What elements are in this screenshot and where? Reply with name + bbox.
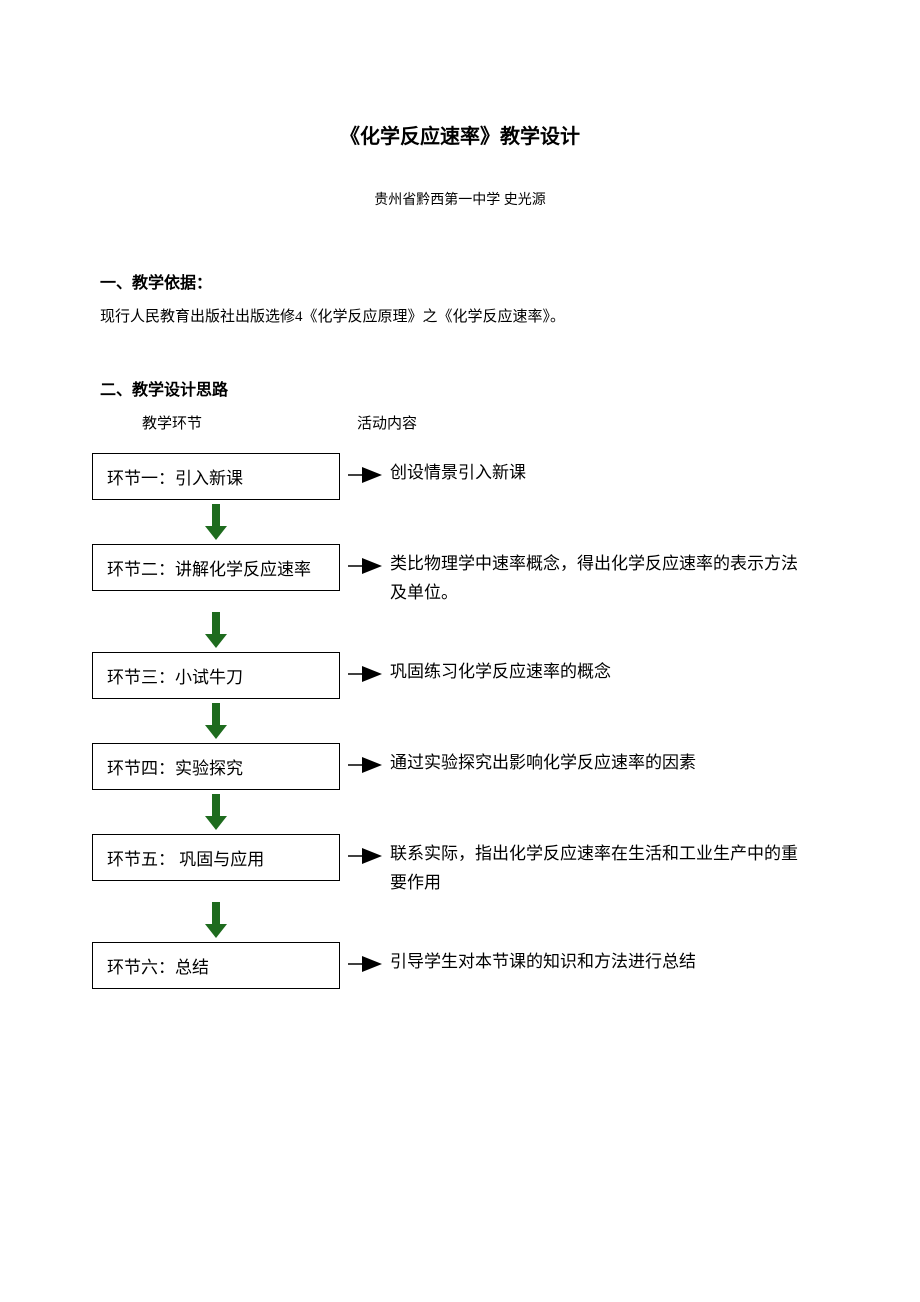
document-author: 贵州省黔西第一中学 史光源 xyxy=(80,189,840,209)
flow-arrow-right xyxy=(348,556,382,576)
section2-heading: 二、教学设计思路 xyxy=(100,376,840,400)
flow-arrow-right xyxy=(348,755,382,775)
down-arrow-icon xyxy=(203,703,229,739)
flow-row: 环节六：总结 引导学生对本节课的知识和方法进行总结 xyxy=(92,942,840,989)
header-left: 教学环节 xyxy=(142,412,202,433)
flow-row: 环节二：讲解化学反应速率 类比物理学中速率概念，得出化学反应速率的表示方法及单位… xyxy=(92,544,840,608)
right-arrow-icon xyxy=(348,954,382,974)
flow-down-arrow xyxy=(92,699,340,743)
flow-node-desc: 通过实验探究出影响化学反应速率的因素 xyxy=(390,743,696,778)
flow-arrow-right xyxy=(348,465,382,485)
flow-node-box: 环节五： 巩固与应用 xyxy=(92,834,340,881)
header-right: 活动内容 xyxy=(357,412,417,433)
flow-node-box: 环节六：总结 xyxy=(92,942,340,989)
flow-down-arrow xyxy=(92,898,340,942)
down-arrow-icon xyxy=(203,794,229,830)
flow-down-arrow xyxy=(92,608,340,652)
section1-body: 现行人民教育出版社出版选修4《化学反应原理》之《化学反应速率》。 xyxy=(100,305,840,326)
flow-row: 环节一：引入新课 创设情景引入新课 xyxy=(92,453,840,500)
down-arrow-icon xyxy=(203,504,229,540)
right-arrow-icon xyxy=(348,465,382,485)
flow-row: 环节五： 巩固与应用 联系实际，指出化学反应速率在生活和工业生产中的重要作用 xyxy=(92,834,840,898)
flow-node-desc: 类比物理学中速率概念，得出化学反应速率的表示方法及单位。 xyxy=(390,544,810,608)
flow-down-arrow xyxy=(92,500,340,544)
flow-node-desc: 巩固练习化学反应速率的概念 xyxy=(390,652,611,687)
flow-node-desc: 联系实际，指出化学反应速率在生活和工业生产中的重要作用 xyxy=(390,834,810,898)
flowchart-headers: 教学环节 活动内容 xyxy=(80,412,840,433)
flow-down-arrow xyxy=(92,790,340,834)
flow-arrow-right xyxy=(348,846,382,866)
flow-node-desc: 创设情景引入新课 xyxy=(390,453,526,488)
right-arrow-icon xyxy=(348,664,382,684)
flow-arrow-right xyxy=(348,664,382,684)
flow-arrow-right xyxy=(348,954,382,974)
right-arrow-icon xyxy=(348,846,382,866)
flow-row: 环节四：实验探究 通过实验探究出影响化学反应速率的因素 xyxy=(92,743,840,790)
document-title: 《化学反应速率》教学设计 xyxy=(80,120,840,149)
down-arrow-icon xyxy=(203,902,229,938)
flow-row: 环节三：小试牛刀 巩固练习化学反应速率的概念 xyxy=(92,652,840,699)
flow-node-box: 环节二：讲解化学反应速率 xyxy=(92,544,340,591)
flow-node-box: 环节三：小试牛刀 xyxy=(92,652,340,699)
right-arrow-icon xyxy=(348,556,382,576)
flowchart-container: 环节一：引入新课 创设情景引入新课 环节二：讲解化学反应速率 类比物理学中速率概… xyxy=(92,453,840,989)
right-arrow-icon xyxy=(348,755,382,775)
flow-node-box: 环节四：实验探究 xyxy=(92,743,340,790)
flow-node-box: 环节一：引入新课 xyxy=(92,453,340,500)
section1-heading: 一、教学依据： xyxy=(100,269,840,293)
down-arrow-icon xyxy=(203,612,229,648)
flow-node-desc: 引导学生对本节课的知识和方法进行总结 xyxy=(390,942,696,977)
